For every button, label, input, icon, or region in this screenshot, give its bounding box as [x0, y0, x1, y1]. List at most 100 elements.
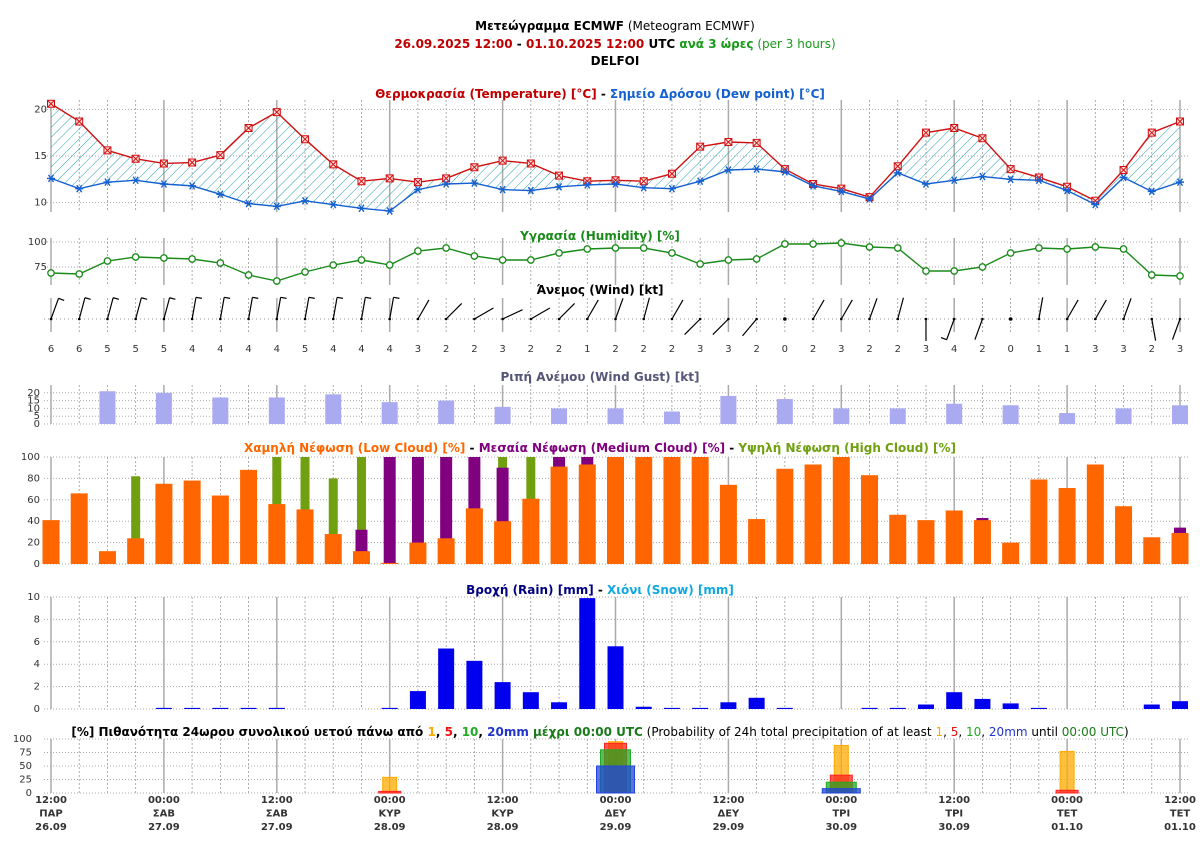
- title-part: Μετεώγραμμα ECMWF: [475, 19, 624, 33]
- bar: [663, 411, 680, 424]
- marker: [555, 249, 563, 257]
- x-tick-label: ΤΡΙ: [832, 809, 850, 820]
- bar: [861, 475, 879, 564]
- wind-speed-label: 4: [217, 344, 223, 355]
- marker: [498, 185, 507, 194]
- y-tick-label: 80: [27, 473, 40, 484]
- marker: [75, 117, 84, 126]
- wind-base: [134, 317, 137, 321]
- title-part: μέχρι 00:00 UTC: [529, 725, 643, 739]
- bar: [409, 691, 426, 709]
- wind-base: [755, 317, 758, 321]
- marker: [1147, 128, 1156, 137]
- bar: [212, 397, 229, 424]
- wind-speed-label: 1: [1036, 344, 1042, 355]
- marker: [526, 186, 535, 195]
- bar: [494, 406, 511, 424]
- x-tick-label: ΤΕΤ: [1057, 809, 1078, 820]
- x-tick-label: 00:00: [825, 795, 857, 806]
- wind-base: [952, 317, 956, 321]
- wind-speed-label: 5: [161, 344, 167, 355]
- wind-speed-label: 4: [274, 344, 280, 355]
- marker: [1176, 178, 1184, 187]
- marker: [244, 124, 253, 132]
- marker: [780, 165, 789, 174]
- bar: [211, 495, 229, 564]
- wind-barb: [332, 296, 344, 320]
- bar: [804, 464, 822, 564]
- x-tick-label: 00:00: [148, 795, 180, 806]
- wind-speed-label: 2: [556, 344, 562, 355]
- bar: [974, 698, 991, 709]
- wind-base: [388, 317, 392, 321]
- marker: [922, 267, 930, 275]
- wind-speed-label: 2: [895, 344, 901, 355]
- wind-base: [840, 317, 843, 321]
- wind-speed-label: 4: [245, 344, 251, 355]
- wind-speed-label: 4: [189, 344, 195, 355]
- bar: [356, 457, 366, 564]
- bar: [268, 397, 285, 424]
- bar: [1055, 789, 1079, 794]
- bar: [692, 707, 709, 709]
- marker: [752, 138, 761, 147]
- marker: [526, 159, 535, 168]
- y-tick-label: 0: [26, 788, 32, 799]
- y-tick-label: 15: [34, 151, 47, 162]
- marker: [893, 162, 902, 171]
- title-part: -: [513, 37, 526, 51]
- wind-speed-label: 2: [612, 344, 618, 355]
- marker: [780, 167, 789, 176]
- wind-barb: [445, 303, 463, 320]
- y-tick-label: 0: [34, 704, 40, 715]
- marker: [950, 124, 959, 132]
- x-tick-label: 30.09: [938, 822, 970, 833]
- y-tick-label: 20: [34, 104, 47, 115]
- bar: [212, 707, 229, 709]
- bar: [578, 464, 596, 564]
- wind-base: [360, 317, 363, 321]
- wind-barb: [840, 299, 853, 320]
- bar: [183, 480, 201, 564]
- marker: [385, 207, 394, 215]
- bar: [635, 457, 653, 564]
- wind-speed-label: 3: [1120, 344, 1126, 355]
- x-tick-label: 00:00: [374, 795, 406, 806]
- marker: [1119, 245, 1128, 253]
- bar: [155, 392, 172, 424]
- title: Μετεώγραμμα ECMWF (Meteogram ECMWF): [475, 19, 755, 33]
- marker: [696, 260, 705, 268]
- title: Βροχή (Rain) [mm] - Χιόνι (Snow) [mm]: [466, 583, 734, 597]
- y-tick-label: 0: [34, 559, 40, 570]
- title: DELFOI: [591, 54, 640, 68]
- title-part: (per 3 hours): [754, 37, 836, 51]
- marker: [1063, 186, 1072, 195]
- marker: [413, 178, 422, 187]
- bar: [832, 457, 850, 564]
- wind-speed-label: 1: [1064, 344, 1070, 355]
- wind-base: [557, 317, 561, 321]
- bar: [889, 707, 906, 709]
- wind-barb: [1151, 318, 1157, 341]
- wind-speed-label: 2: [753, 344, 759, 355]
- wind-barb: [247, 296, 259, 320]
- wind-speed-label: 2: [641, 344, 647, 355]
- wind-base: [501, 317, 504, 321]
- bar: [720, 702, 737, 709]
- bar: [494, 521, 512, 564]
- wind-base: [473, 317, 476, 321]
- x-tick-label: ΔΕΥ: [717, 809, 740, 820]
- wind-speed-label: 5: [132, 344, 138, 355]
- wind-base: [670, 317, 674, 321]
- bar: [579, 598, 596, 709]
- y-tick-label: 100: [13, 734, 32, 745]
- x-tick-label: 29.09: [713, 822, 745, 833]
- marker: [1147, 187, 1156, 196]
- marker: [1063, 245, 1071, 253]
- bar: [663, 457, 681, 564]
- bar: [438, 400, 455, 424]
- marker: [160, 254, 168, 262]
- x-tick-label: 01.10: [1051, 822, 1083, 833]
- x-tick-label: ΠΑΡ: [39, 809, 62, 820]
- bar: [1115, 408, 1132, 424]
